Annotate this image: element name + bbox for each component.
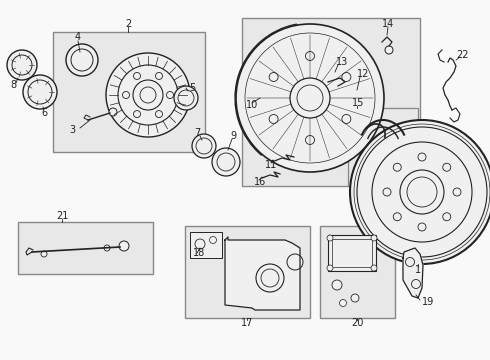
Circle shape xyxy=(290,78,330,118)
Text: 1: 1 xyxy=(415,265,421,275)
Circle shape xyxy=(357,127,487,257)
Circle shape xyxy=(297,85,323,111)
Text: 12: 12 xyxy=(357,69,369,79)
Circle shape xyxy=(178,90,194,106)
Circle shape xyxy=(269,72,278,81)
Circle shape xyxy=(385,46,393,54)
Circle shape xyxy=(236,24,384,172)
Circle shape xyxy=(332,280,342,290)
Text: 22: 22 xyxy=(456,50,468,60)
Circle shape xyxy=(305,51,315,60)
Circle shape xyxy=(256,264,284,292)
Circle shape xyxy=(406,257,415,266)
Circle shape xyxy=(210,237,217,243)
Circle shape xyxy=(133,72,141,80)
Circle shape xyxy=(155,72,163,80)
Text: 15: 15 xyxy=(352,98,365,108)
Bar xyxy=(348,108,418,186)
Circle shape xyxy=(371,235,377,241)
Text: 13: 13 xyxy=(336,57,348,67)
Text: 5: 5 xyxy=(189,83,195,93)
Circle shape xyxy=(372,142,472,242)
Circle shape xyxy=(261,269,279,287)
Circle shape xyxy=(122,91,129,99)
Circle shape xyxy=(155,111,163,118)
Circle shape xyxy=(217,153,235,171)
Circle shape xyxy=(192,134,216,158)
Circle shape xyxy=(342,72,351,81)
Circle shape xyxy=(106,53,190,137)
Circle shape xyxy=(351,294,359,302)
Text: 14: 14 xyxy=(382,19,394,29)
Circle shape xyxy=(393,163,401,171)
Circle shape xyxy=(453,188,461,196)
Circle shape xyxy=(287,254,303,270)
Text: 2: 2 xyxy=(125,19,131,29)
Text: 17: 17 xyxy=(241,318,253,328)
Text: 20: 20 xyxy=(351,318,363,328)
Bar xyxy=(320,226,395,318)
Circle shape xyxy=(418,153,426,161)
Circle shape xyxy=(118,65,178,125)
Bar xyxy=(53,32,205,152)
Circle shape xyxy=(104,245,110,251)
Circle shape xyxy=(327,235,333,241)
Circle shape xyxy=(443,213,451,221)
Text: 21: 21 xyxy=(56,211,68,221)
Circle shape xyxy=(133,80,163,110)
Circle shape xyxy=(327,265,333,271)
Text: 4: 4 xyxy=(75,32,81,42)
Circle shape xyxy=(400,170,444,214)
Circle shape xyxy=(305,135,315,144)
Text: 11: 11 xyxy=(265,160,277,170)
Polygon shape xyxy=(403,248,423,298)
Circle shape xyxy=(443,163,451,171)
Circle shape xyxy=(41,251,47,257)
Circle shape xyxy=(174,86,198,110)
Text: 18: 18 xyxy=(193,248,205,258)
Circle shape xyxy=(407,177,437,207)
Circle shape xyxy=(23,75,57,109)
Bar xyxy=(185,226,310,318)
Text: 3: 3 xyxy=(69,125,75,135)
Circle shape xyxy=(167,91,173,99)
Bar xyxy=(18,222,153,274)
Circle shape xyxy=(340,300,346,306)
Circle shape xyxy=(66,44,98,76)
Circle shape xyxy=(412,279,420,288)
Circle shape xyxy=(383,188,391,196)
Circle shape xyxy=(418,223,426,231)
Circle shape xyxy=(28,80,52,104)
Circle shape xyxy=(140,87,156,103)
Bar xyxy=(242,18,420,186)
Circle shape xyxy=(212,148,240,176)
Circle shape xyxy=(71,49,93,71)
Circle shape xyxy=(342,114,351,123)
Text: 9: 9 xyxy=(230,131,236,141)
Circle shape xyxy=(12,55,32,75)
Circle shape xyxy=(195,239,205,249)
Circle shape xyxy=(7,50,37,80)
Circle shape xyxy=(119,241,129,251)
Circle shape xyxy=(393,213,401,221)
Circle shape xyxy=(133,111,141,118)
Circle shape xyxy=(109,108,117,116)
Circle shape xyxy=(269,114,278,123)
Text: 19: 19 xyxy=(422,297,434,307)
Circle shape xyxy=(196,138,212,154)
Text: 6: 6 xyxy=(41,108,47,118)
Text: 10: 10 xyxy=(246,100,258,110)
Bar xyxy=(328,235,376,271)
Text: 7: 7 xyxy=(194,128,200,138)
Text: 16: 16 xyxy=(254,177,266,187)
Polygon shape xyxy=(225,237,300,310)
Text: 8: 8 xyxy=(10,80,16,90)
Circle shape xyxy=(371,265,377,271)
Bar xyxy=(332,239,372,267)
Bar xyxy=(190,232,222,258)
Circle shape xyxy=(350,120,490,264)
